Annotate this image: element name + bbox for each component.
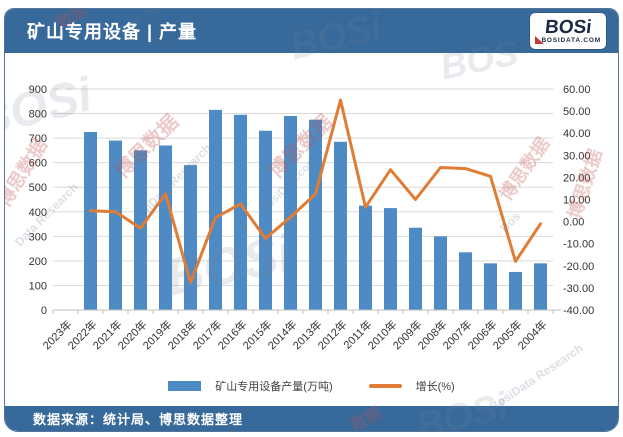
y-axis-label-left: 400 [29, 207, 47, 219]
y-axis-label-right: -40.00 [563, 305, 594, 317]
production-bar [284, 116, 297, 310]
chart-area: 0 100 200 300 400 500 600 700 800 900 -40.00 -30.00… [5, 53, 618, 406]
production-bar [384, 208, 397, 310]
y-axis-label-right: 60.00 [563, 84, 591, 96]
production-bar [459, 252, 472, 310]
production-bar [109, 140, 122, 310]
header: 矿山专用设备 | 产量 BOSi BOSIDATA.COM [5, 9, 618, 53]
data-source-text: 数据来源：统计局、博思数据整理 [33, 412, 244, 427]
production-bar [234, 114, 247, 311]
production-bar [484, 263, 497, 310]
y-axis-label-right: -20.00 [563, 261, 594, 273]
y-axis-label-right: -30.00 [563, 283, 594, 295]
report-card: 矿山专用设备 | 产量 BOSi BOSIDATA.COM 0 100 200 300… [4, 8, 619, 432]
production-bar [509, 271, 522, 310]
production-bar [334, 141, 347, 310]
y-axis-label-left: 200 [29, 256, 47, 268]
logo-subtext: BOSIDATA.COM [541, 36, 601, 44]
legend-bar-label: 矿山专用设备产量(万吨) [215, 381, 333, 393]
production-bar [409, 227, 422, 310]
production-bar [434, 236, 447, 310]
y-axis-label-left: 600 [29, 158, 47, 170]
production-bar [184, 165, 197, 310]
y-axis-label-right: 10.00 [563, 195, 591, 207]
logo-triangle-icon [535, 36, 544, 44]
production-bar [209, 109, 222, 310]
y-axis-label-left: 900 [29, 84, 47, 96]
y-axis-label-right: 50.00 [563, 106, 591, 118]
production-bar [259, 130, 272, 310]
footer: 数据来源：统计局、博思数据整理 [5, 406, 618, 431]
y-axis-label-left: 500 [29, 182, 47, 194]
production-bar [134, 150, 147, 310]
y-axis-label-left: 800 [29, 109, 47, 121]
legend-line-swatch [368, 384, 402, 388]
legend: 矿山专用设备产量(万吨) 增长(%) [5, 378, 618, 394]
page-title: 矿山专用设备 | 产量 [27, 22, 198, 42]
y-axis-label-left: 300 [29, 231, 47, 243]
y-axis-label-left: 100 [29, 280, 47, 292]
y-axis-label-right: 20.00 [563, 172, 591, 184]
legend-line-label: 增长(%) [415, 381, 455, 393]
y-axis-label-right: 40.00 [563, 128, 591, 140]
y-axis-label-right: -10.00 [563, 239, 594, 251]
production-bar [84, 131, 97, 310]
production-bar [359, 205, 372, 310]
production-bar [309, 119, 322, 310]
production-bar [534, 263, 547, 310]
logo-text: BOSi [543, 16, 593, 38]
y-axis-label-left: 700 [29, 133, 47, 145]
y-axis-label-left: 0 [41, 305, 47, 317]
bosi-logo: BOSi BOSIDATA.COM [530, 13, 606, 49]
production-growth-chart: 0 100 200 300 400 500 600 700 800 900 -40.00 -30.00… [29, 84, 595, 352]
growth-line [89, 98, 542, 284]
production-bar [159, 145, 172, 310]
y-axis-label-right: 30.00 [563, 150, 591, 162]
legend-bar-swatch [168, 381, 202, 391]
y-axis-label-right: 0.00 [563, 217, 584, 229]
